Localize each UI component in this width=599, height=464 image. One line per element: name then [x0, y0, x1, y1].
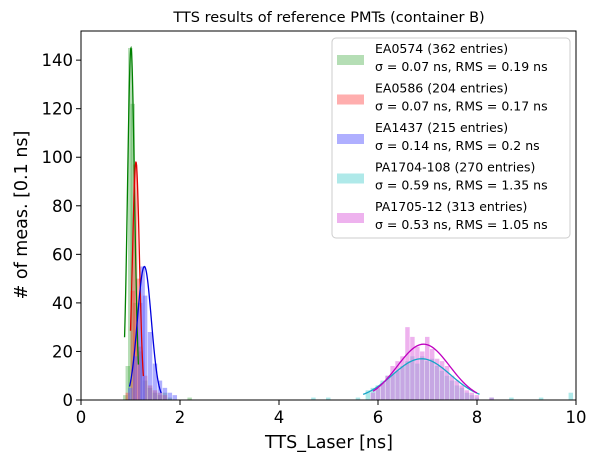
legend-stats-3: σ = 0.59 ns, RMS = 1.35 ns	[375, 178, 548, 193]
legend-label-0: EA0574 (362 entries)	[375, 41, 508, 56]
legend-label-1: EA0586 (204 entries)	[375, 81, 508, 96]
histogram-bar-series-3-bin-28	[538, 397, 544, 400]
histogram-bar-series-2-bin-4	[142, 295, 148, 400]
histogram-bar-series-0-bin-2	[128, 47, 133, 401]
histogram-bar-series-3-bin-1	[326, 397, 331, 400]
y-axis-label: # of meas. [0.1 ns]	[12, 131, 32, 300]
histogram-bar-series-1-bin-1	[130, 290, 135, 400]
histogram-bar-series-4-bin-9	[415, 346, 420, 400]
y-tick-label-2: 40	[52, 294, 73, 313]
y-tick-label-0: 0	[63, 391, 74, 410]
legend-box	[331, 37, 571, 239]
histogram-bar-series-4-bin-15	[444, 366, 450, 400]
histogram-bar-series-4-bin-6	[400, 356, 405, 400]
histogram-bar-series-4-bin-0	[370, 392, 376, 400]
fit-curve-series-4	[372, 343, 478, 394]
x-tick-label-0: 0	[76, 408, 87, 427]
histogram-bar-series-3-bin-2	[355, 397, 361, 400]
histogram-bar-series-3-bin-0	[311, 397, 316, 400]
x-tick-label-4: 8	[472, 408, 483, 427]
y-tick-label-4: 80	[52, 197, 73, 216]
histogram-bar-series-2-bin-8	[162, 387, 168, 400]
histogram-bar-series-0-bin-1	[125, 366, 130, 400]
histogram-bar-series-2-bin-3	[140, 266, 145, 400]
histogram-bar-series-4-bin-20	[469, 392, 475, 400]
histogram-bar-series-1-bin-2	[132, 164, 138, 400]
legend-stats-1: σ = 0.07 ns, RMS = 0.17 ns	[375, 99, 548, 114]
histogram-bar-series-2-bin-5	[147, 332, 153, 400]
histogram-bar-series-4-bin-2	[380, 383, 385, 400]
x-axis-ticks: 0 2 4 6 8 10	[76, 400, 587, 427]
plot-frame	[80, 30, 577, 401]
histogram-bar-series-4-bin-10	[420, 351, 425, 400]
x-tick-label-1: 2	[175, 408, 186, 427]
histogram-bar-series-4-bin-18	[459, 385, 465, 400]
histogram-bar-series-0-bin-4	[132, 302, 138, 400]
x-tick-label-5: 10	[566, 408, 587, 427]
histogram-bar-series-2-bin-10	[172, 395, 178, 400]
x-tick-label-2: 4	[274, 408, 285, 427]
legend-swatch-0	[337, 55, 364, 65]
legend-stats-2: σ = 0.14 ns, RMS = 0.2 ns	[375, 138, 540, 153]
y-tick-label-6: 120	[42, 100, 74, 119]
histogram-bar-series-4-bin-11	[425, 336, 430, 400]
histogram-bar-series-0-bin-0	[123, 395, 128, 400]
histogram-bar-series-1-bin-0	[125, 392, 130, 400]
x-axis-label: TTS_Laser [ns]	[264, 433, 393, 453]
legend-label-3: PA1704-108 (270 entries)	[375, 160, 535, 175]
y-tick-label-3: 60	[52, 245, 73, 264]
legend-swatch-2	[337, 134, 364, 144]
histogram-bar-series-4-bin-22	[489, 397, 494, 400]
legend-swatch-4	[337, 213, 364, 223]
histogram-bar-series-4-bin-17	[454, 380, 460, 400]
histogram-bar-series-4-bin-1	[375, 387, 380, 400]
histogram-bar-series-4-bin-13	[434, 358, 440, 400]
histogram-bar-series-4-bin-8	[410, 336, 415, 400]
histogram-bar-series-3-bin-3	[365, 390, 371, 400]
histogram-bar-series-4-bin-19	[464, 390, 470, 400]
histogram-bar-series-2-bin-9	[167, 392, 173, 400]
y-tick-label-5: 100	[42, 148, 74, 167]
histogram-bar-series-2-bin-0	[128, 387, 133, 400]
chart-title: TTS results of reference PMTs (container…	[172, 10, 484, 26]
histogram-bar-series-3-bin-27	[509, 397, 514, 400]
histogram-bar-series-4-bin-14	[439, 361, 445, 400]
legend-stats-0: σ = 0.07 ns, RMS = 0.19 ns	[375, 59, 548, 74]
histogram-bar-series-4-bin-21	[474, 395, 479, 400]
y-axis-ticks: 0 20 40 60 80 100 120 140	[42, 51, 81, 410]
legend-label-2: EA1437 (215 entries)	[375, 120, 508, 135]
fit-curve-series-1	[129, 161, 145, 377]
histogram-bar-series-3-bin-29	[568, 392, 574, 400]
histogram-bar-series-2-bin-6	[152, 363, 158, 400]
histogram-bar-series-2-bin-2	[137, 302, 143, 400]
histogram-bar-series-4-bin-12	[429, 349, 435, 400]
histogram-bar-series-4-bin-3	[385, 375, 390, 400]
histogram-bar-series-0-bin-12	[187, 397, 192, 400]
fit-curve-series-2	[128, 265, 162, 394]
x-tick-label-3: 6	[373, 408, 384, 427]
gaussian-fit-curves	[123, 45, 480, 396]
legend-label-4: PA1705-12 (313 entries)	[375, 199, 527, 214]
legend-stats-4: σ = 0.53 ns, RMS = 1.05 ns	[375, 217, 548, 232]
y-tick-label-1: 20	[52, 342, 73, 361]
histogram-bar-series-4-bin-16	[449, 375, 455, 400]
legend: EA0574 (362 entries) σ = 0.07 ns, RMS = 0…	[331, 37, 571, 239]
histogram-bar-series-4-bin-5	[395, 361, 400, 400]
y-tick-label-7: 140	[42, 51, 74, 70]
legend-swatch-1	[337, 94, 364, 105]
histogram-bar-series-2-bin-1	[132, 356, 138, 400]
histogram-bar-series-4-bin-4	[390, 366, 395, 400]
legend-swatch-3	[337, 173, 364, 184]
fit-curve-series-0	[123, 45, 140, 365]
